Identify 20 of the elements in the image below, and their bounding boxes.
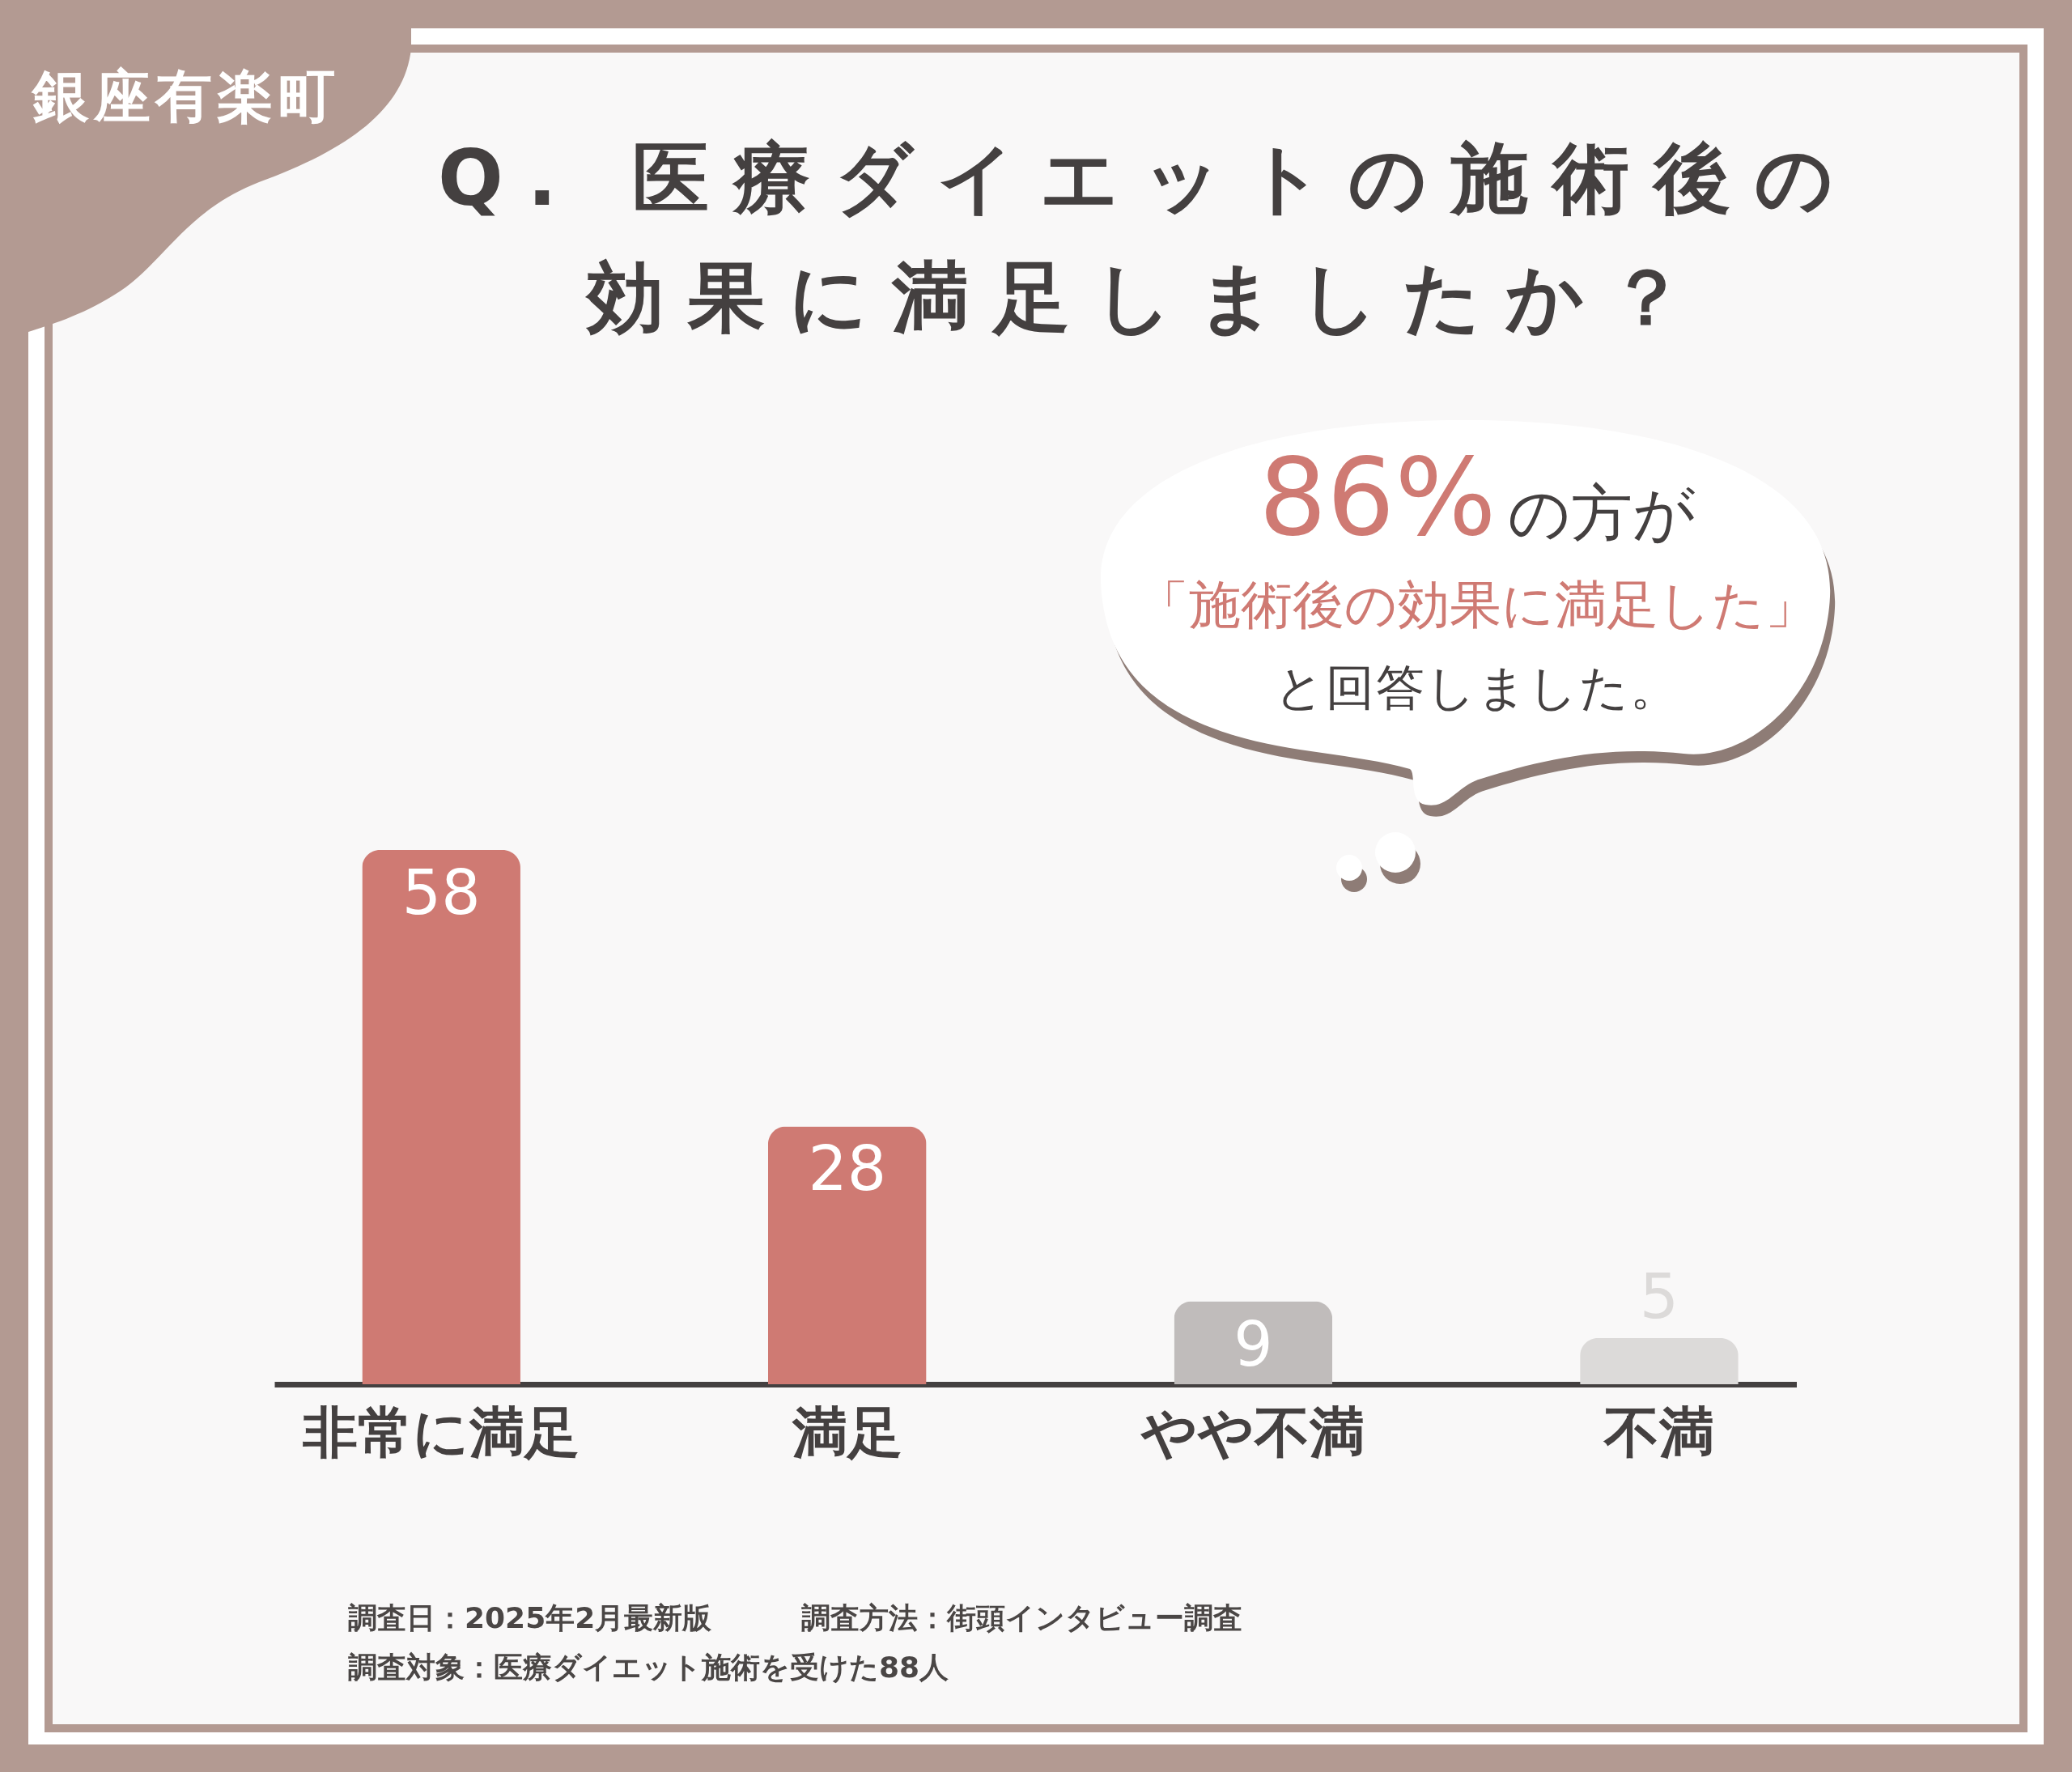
x-tick-label: 非常に満足	[302, 1400, 580, 1464]
data-label: 58	[401, 856, 481, 928]
bar	[362, 850, 520, 1384]
bar	[1580, 1338, 1739, 1384]
data-label: 9	[1233, 1307, 1273, 1380]
x-tick-label: やや不満	[1140, 1400, 1365, 1464]
bar	[767, 1126, 927, 1384]
text: 調査日：2025年2月最新版	[348, 1601, 712, 1634]
text: 調査方法：街頭インタビュー調査	[801, 1601, 1242, 1634]
text: 銀座有楽町	[32, 63, 340, 130]
bar	[1174, 1301, 1333, 1384]
text: と回答しました。	[1274, 659, 1680, 716]
chart-title: Q. 医療ダイエットの施術後の効果に満足しましたか？	[437, 133, 1858, 343]
data-label: 28	[808, 1132, 887, 1205]
x-tick-label: 不満	[1602, 1400, 1714, 1464]
text: 86%	[1259, 435, 1497, 559]
text: 調査対象：医療ダイエット施術を受けた88人	[348, 1651, 949, 1684]
x-tick-label: 満足	[791, 1400, 902, 1464]
text: 「施術後の効果に満足した」	[1137, 575, 1817, 635]
text: の方が	[1507, 477, 1696, 549]
